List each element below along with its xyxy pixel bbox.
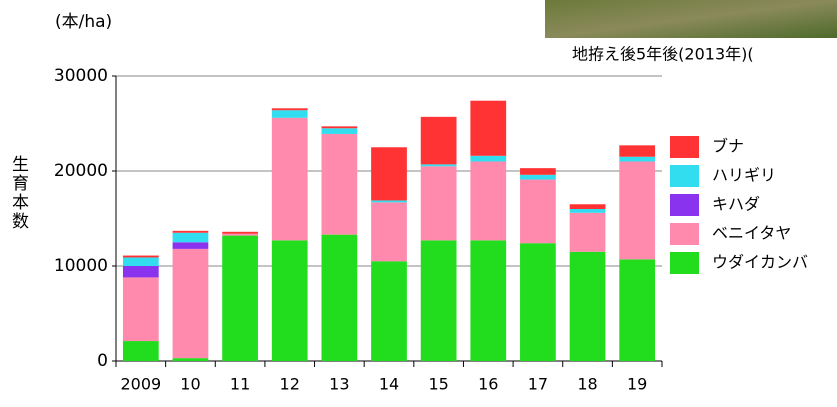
x-tick-label: 12 xyxy=(280,375,300,394)
y-axis-label: 生育本数 xyxy=(8,155,29,231)
x-tick-label: 19 xyxy=(627,375,647,394)
bar-segment xyxy=(321,126,358,129)
bar-segment xyxy=(222,233,258,236)
bar-segment xyxy=(420,166,457,241)
bar-segment xyxy=(420,116,457,165)
bar-segment xyxy=(122,255,159,258)
x-tick-label: 2009 xyxy=(120,375,161,394)
bar-segment xyxy=(122,257,159,266)
bar-segment xyxy=(172,230,209,233)
legend-swatch xyxy=(670,165,699,187)
y-tick-label: 20000 xyxy=(54,161,108,181)
bar-segment xyxy=(420,164,457,167)
bar-segment xyxy=(520,174,556,180)
bar-segment xyxy=(271,240,308,361)
x-tick-label: 14 xyxy=(379,375,399,394)
legend-label: ハリギリ xyxy=(712,166,776,185)
x-tick-label: 11 xyxy=(230,375,250,394)
bar-segment xyxy=(321,133,358,235)
x-tick-label: 13 xyxy=(329,375,349,394)
legend-swatch xyxy=(670,136,699,158)
bar-segment xyxy=(569,251,606,361)
bar-segment xyxy=(172,248,209,359)
legend-swatch xyxy=(670,252,699,274)
legend-label: ブナ xyxy=(712,137,744,156)
bar-segment xyxy=(122,277,159,342)
legend-label: ベニイタヤ xyxy=(712,224,791,243)
bar-segment xyxy=(321,234,358,361)
bar-segment xyxy=(371,202,407,262)
bar-segment xyxy=(172,358,209,361)
y-tick-label: 0 xyxy=(97,351,108,371)
bar-segment xyxy=(420,240,457,361)
bar-segment xyxy=(271,117,308,241)
bar-segment xyxy=(520,168,556,175)
photo-caption: 地拵え後5年後(2013年)( xyxy=(572,45,754,64)
x-tick-label: 15 xyxy=(428,375,448,394)
legend-label: キハダ xyxy=(712,195,760,214)
bar-segment xyxy=(371,147,407,201)
bar-segment xyxy=(470,240,507,361)
bar-segment xyxy=(271,110,308,118)
bar-segment xyxy=(569,204,606,209)
photo xyxy=(545,0,837,38)
bar-segment xyxy=(569,209,606,213)
unit-label: (本/ha) xyxy=(55,12,112,32)
bar-segment xyxy=(172,242,209,249)
legend-swatch xyxy=(670,223,699,245)
bar-segment xyxy=(619,259,656,361)
x-tick-label: 17 xyxy=(528,375,548,394)
legend-swatch xyxy=(670,194,699,216)
bar-segment xyxy=(619,156,656,162)
bar-segment xyxy=(371,261,407,361)
x-tick-label: 10 xyxy=(180,375,200,394)
bar-segment xyxy=(122,341,159,361)
x-tick-label: 16 xyxy=(478,375,498,394)
bar-segment xyxy=(470,161,507,241)
y-tick-label: 30000 xyxy=(54,66,108,86)
bar-segment xyxy=(470,100,507,156)
bar-segment xyxy=(619,161,656,260)
bar-segment xyxy=(122,266,159,278)
bar-segment xyxy=(321,128,358,134)
bar-segment xyxy=(172,232,209,243)
bar-segment xyxy=(271,108,308,111)
bar-segment xyxy=(222,231,258,234)
bar-segment xyxy=(569,212,606,252)
legend-label: ウダイカンバ xyxy=(712,253,808,272)
bar-segment xyxy=(371,200,407,203)
bar-segment xyxy=(470,155,507,162)
bar-segment xyxy=(520,179,556,244)
y-tick-label: 10000 xyxy=(54,256,108,276)
x-tick-label: 18 xyxy=(577,375,597,394)
bar-segment xyxy=(222,235,258,361)
bar-segment xyxy=(520,243,556,361)
bar-segment xyxy=(619,145,656,157)
